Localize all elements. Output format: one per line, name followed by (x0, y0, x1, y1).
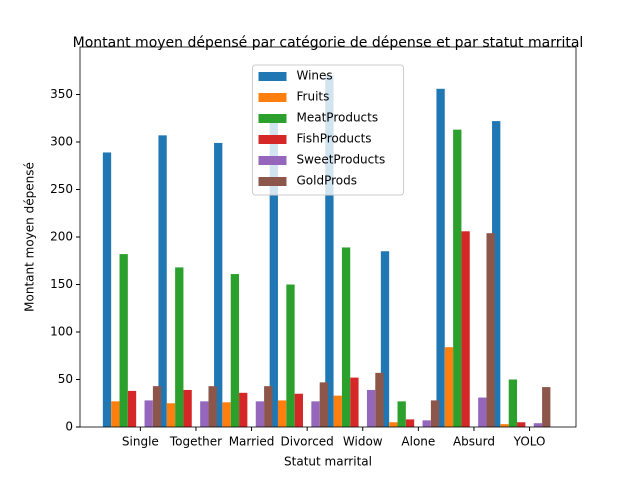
bar (158, 135, 167, 427)
legend-label: FishProducts (297, 132, 372, 146)
bar (422, 420, 431, 427)
bar (486, 233, 495, 427)
y-tick-label: 150 (50, 277, 73, 291)
bar (533, 423, 543, 427)
y-tick-label: 0 (65, 420, 73, 434)
x-tick-label: YOLO (513, 435, 546, 449)
bar (333, 395, 342, 427)
x-tick-label: Alone (401, 435, 435, 449)
bar (500, 424, 509, 427)
legend-swatch (258, 93, 287, 102)
legend-swatch (258, 156, 287, 165)
bar (230, 274, 240, 427)
bar (453, 129, 462, 427)
bar (389, 422, 398, 427)
bar (375, 372, 384, 427)
bar (341, 247, 351, 427)
bar (222, 402, 231, 427)
chart-title: Montant moyen dépensé par catégorie de d… (73, 35, 584, 51)
x-tick-label: Absurd (453, 435, 495, 449)
bar (214, 142, 223, 427)
bar (350, 377, 359, 427)
legend-label: GoldProds (297, 174, 358, 188)
legend-swatch (258, 177, 287, 186)
bar (200, 401, 209, 427)
y-axis-label: Montant moyen dépensé (23, 162, 37, 312)
bar (405, 419, 415, 427)
y-tick-label: 200 (50, 230, 73, 244)
bar (119, 254, 128, 427)
bar (127, 390, 137, 427)
bar (366, 389, 376, 427)
bar (517, 422, 526, 427)
bar (183, 389, 192, 427)
legend-label: MeatProducts (297, 111, 379, 125)
x-tick-label: Together (169, 435, 222, 449)
x-tick-label: Single (122, 435, 159, 449)
bar (542, 387, 551, 427)
y-tick-label: 50 (58, 372, 73, 386)
x-tick-label: Divorced (281, 435, 334, 449)
bar (508, 379, 518, 427)
bar (294, 393, 303, 427)
bar (492, 121, 501, 427)
bar (380, 251, 390, 427)
x-tick-label: Widow (343, 435, 383, 449)
bar (478, 397, 487, 427)
legend-swatch (258, 135, 287, 144)
x-tick-label: Married (229, 435, 275, 449)
y-tick-label: 250 (50, 182, 73, 196)
bar (239, 392, 248, 427)
bar (277, 400, 287, 427)
legend-label: Fruits (297, 90, 330, 104)
y-tick-label: 350 (50, 87, 73, 101)
bar (286, 284, 295, 427)
bar (152, 386, 162, 427)
legend-swatch (258, 114, 287, 123)
bar (461, 231, 470, 427)
bar (311, 401, 320, 427)
y-tick-label: 100 (50, 325, 73, 339)
bar (264, 386, 273, 427)
bar (430, 400, 440, 427)
bar (444, 347, 454, 427)
x-axis-label: Statut marrital (284, 455, 372, 469)
bar (102, 152, 112, 427)
legend-box (252, 64, 404, 196)
bar (397, 401, 406, 427)
plot-frame (79, 46, 577, 428)
legend-label: Wines (297, 69, 333, 83)
bar (319, 382, 328, 427)
bar (269, 118, 278, 427)
bar (436, 88, 445, 428)
bar (208, 386, 217, 427)
bar (325, 75, 334, 427)
y-tick-label: 300 (50, 135, 73, 149)
bar (111, 401, 120, 427)
legend-swatch (258, 72, 287, 81)
legend-label: SweetProducts (297, 153, 386, 167)
bar (166, 403, 176, 427)
bar (175, 267, 184, 427)
bar (255, 401, 265, 427)
bar (144, 400, 153, 427)
